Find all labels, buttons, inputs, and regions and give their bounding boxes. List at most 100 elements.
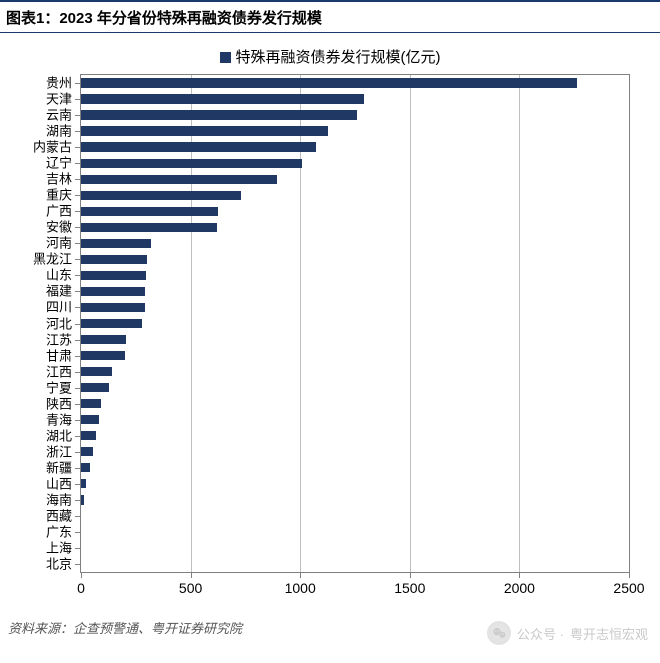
y-tick (75, 516, 81, 517)
y-tick (75, 484, 81, 485)
bar (81, 239, 151, 248)
legend: 特殊再融资债券发行规模(亿元) (20, 46, 640, 67)
bar (81, 351, 125, 360)
y-tick (75, 275, 81, 276)
x-tick (81, 572, 82, 578)
bar (81, 175, 277, 184)
plot-area: 05001000150020002500贵州天津云南湖南内蒙古辽宁吉林重庆广西安… (80, 74, 630, 573)
y-tick (75, 420, 81, 421)
y-label: 青海 (46, 413, 72, 426)
y-label: 湖北 (46, 429, 72, 442)
y-label: 云南 (46, 109, 72, 122)
watermark-name: 粤开志恒宏观 (570, 624, 648, 643)
y-label: 宁夏 (46, 381, 72, 394)
x-tick-label: 2500 (613, 580, 644, 596)
y-tick (75, 131, 81, 132)
y-label: 海南 (46, 493, 72, 506)
y-tick (75, 83, 81, 84)
x-tick (300, 572, 301, 578)
bar (81, 383, 109, 392)
bar (81, 159, 302, 168)
bar (81, 335, 126, 344)
bar (81, 431, 96, 440)
y-label: 江西 (46, 365, 72, 378)
bar (81, 415, 99, 424)
y-label: 山西 (46, 477, 72, 490)
x-gridline (519, 75, 520, 578)
chart-title: 图表1：2023 年分省份特殊再融资债券发行规模 (0, 0, 660, 33)
y-tick (75, 388, 81, 389)
y-label: 天津 (46, 93, 72, 106)
y-label: 湖南 (46, 125, 72, 138)
bar (81, 255, 147, 264)
legend-label: 特殊再融资债券发行规模(亿元) (236, 49, 441, 66)
y-tick (75, 243, 81, 244)
bar (81, 447, 93, 456)
y-label: 重庆 (46, 189, 72, 202)
bar (81, 271, 146, 280)
y-label: 辽宁 (46, 157, 72, 170)
y-label: 内蒙古 (33, 141, 72, 154)
y-tick (75, 436, 81, 437)
bar (81, 126, 328, 135)
x-gridline (410, 75, 411, 578)
y-tick (75, 500, 81, 501)
y-label: 贵州 (46, 77, 72, 90)
y-label: 浙江 (46, 445, 72, 458)
y-label: 四川 (46, 301, 72, 314)
bar (81, 78, 577, 87)
x-tick (191, 572, 192, 578)
y-tick (75, 404, 81, 405)
y-tick (75, 115, 81, 116)
y-label: 甘肃 (46, 349, 72, 362)
y-tick (75, 548, 81, 549)
x-tick (410, 572, 411, 578)
bar (81, 287, 145, 296)
bar (81, 191, 241, 200)
y-label: 河北 (46, 317, 72, 330)
bar (81, 223, 217, 232)
y-tick (75, 147, 81, 148)
x-tick (629, 572, 630, 578)
bar (81, 303, 145, 312)
bar (81, 207, 218, 216)
y-tick (75, 163, 81, 164)
y-tick (75, 324, 81, 325)
y-tick (75, 291, 81, 292)
y-label: 上海 (46, 541, 72, 554)
y-label: 广西 (46, 205, 72, 218)
x-tick-label: 2000 (504, 580, 535, 596)
y-tick (75, 195, 81, 196)
x-tick-label: 0 (77, 580, 85, 596)
y-tick (75, 179, 81, 180)
legend-swatch (220, 52, 231, 63)
y-tick (75, 372, 81, 373)
bar (81, 367, 112, 376)
y-tick (75, 468, 81, 469)
bar (81, 319, 142, 328)
y-tick (75, 211, 81, 212)
bar (81, 495, 84, 504)
y-tick (75, 340, 81, 341)
y-label: 新疆 (46, 461, 72, 474)
source-line: 资料来源：企查预警通、粤开证券研究院 (8, 618, 242, 637)
x-tick (519, 572, 520, 578)
bar (81, 110, 357, 119)
y-tick (75, 564, 81, 565)
x-tick-label: 1500 (394, 580, 425, 596)
y-tick (75, 356, 81, 357)
wechat-icon (487, 621, 511, 645)
y-label: 北京 (46, 557, 72, 570)
chart-area: 特殊再融资债券发行规模(亿元) 05001000150020002500贵州天津… (20, 40, 640, 603)
y-tick (75, 99, 81, 100)
y-label: 西藏 (46, 509, 72, 522)
y-tick (75, 307, 81, 308)
bar (81, 463, 90, 472)
y-label: 福建 (46, 285, 72, 298)
y-label: 安徽 (46, 221, 72, 234)
y-label: 陕西 (46, 397, 72, 410)
y-tick (75, 227, 81, 228)
watermark-prefix: 公众号 · (517, 624, 564, 643)
y-label: 吉林 (46, 173, 72, 186)
y-label: 江苏 (46, 333, 72, 346)
